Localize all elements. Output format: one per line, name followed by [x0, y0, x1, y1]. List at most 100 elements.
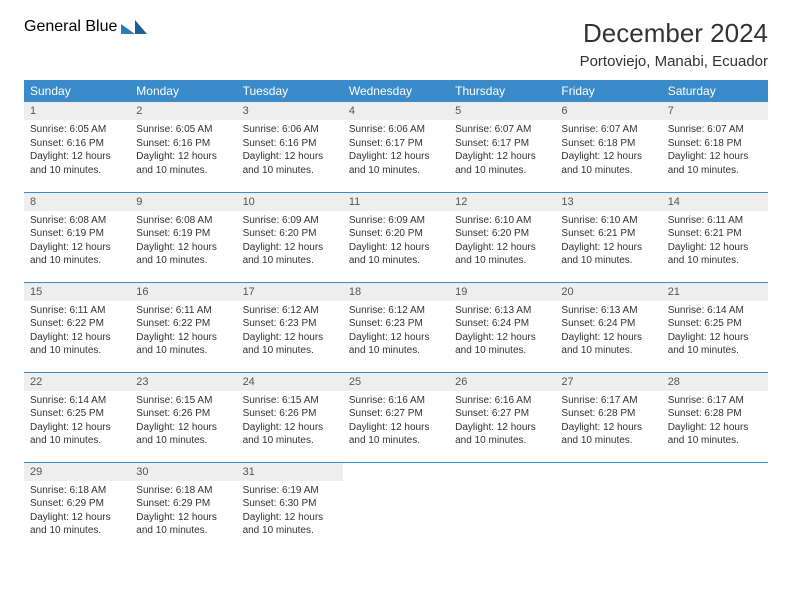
day-number: 6	[555, 102, 661, 120]
day-number: 16	[130, 283, 236, 301]
day-details: Sunrise: 6:05 AMSunset: 6:16 PMDaylight:…	[24, 120, 130, 183]
day-details: Sunrise: 6:11 AMSunset: 6:22 PMDaylight:…	[130, 301, 236, 364]
day-number: 7	[662, 102, 768, 120]
day-number: 17	[237, 283, 343, 301]
day-details: Sunrise: 6:17 AMSunset: 6:28 PMDaylight:…	[555, 391, 661, 454]
day-number: 18	[343, 283, 449, 301]
weekday-header: Tuesday	[237, 80, 343, 102]
calendar-cell: 24Sunrise: 6:15 AMSunset: 6:26 PMDayligh…	[237, 372, 343, 462]
logo-icon	[121, 18, 147, 43]
weekday-header: Thursday	[449, 80, 555, 102]
logo: General Blue	[24, 18, 147, 43]
day-details: Sunrise: 6:15 AMSunset: 6:26 PMDaylight:…	[130, 391, 236, 454]
month-title: December 2024	[580, 18, 768, 49]
day-details: Sunrise: 6:07 AMSunset: 6:18 PMDaylight:…	[662, 120, 768, 183]
day-details: Sunrise: 6:16 AMSunset: 6:27 PMDaylight:…	[449, 391, 555, 454]
title-block: December 2024 Portoviejo, Manabi, Ecuado…	[580, 18, 768, 70]
calendar-cell: 22Sunrise: 6:14 AMSunset: 6:25 PMDayligh…	[24, 372, 130, 462]
day-details: Sunrise: 6:09 AMSunset: 6:20 PMDaylight:…	[343, 211, 449, 274]
day-number: 4	[343, 102, 449, 120]
calendar-cell: 27Sunrise: 6:17 AMSunset: 6:28 PMDayligh…	[555, 372, 661, 462]
day-number: 12	[449, 193, 555, 211]
day-number: 9	[130, 193, 236, 211]
day-number: 26	[449, 373, 555, 391]
day-details: Sunrise: 6:05 AMSunset: 6:16 PMDaylight:…	[130, 120, 236, 183]
calendar-row: 22Sunrise: 6:14 AMSunset: 6:25 PMDayligh…	[24, 372, 768, 462]
day-details: Sunrise: 6:08 AMSunset: 6:19 PMDaylight:…	[130, 211, 236, 274]
day-details: Sunrise: 6:06 AMSunset: 6:17 PMDaylight:…	[343, 120, 449, 183]
day-details: Sunrise: 6:15 AMSunset: 6:26 PMDaylight:…	[237, 391, 343, 454]
calendar-row: 1Sunrise: 6:05 AMSunset: 6:16 PMDaylight…	[24, 102, 768, 192]
calendar-cell: 6Sunrise: 6:07 AMSunset: 6:18 PMDaylight…	[555, 102, 661, 192]
calendar-row: 29Sunrise: 6:18 AMSunset: 6:29 PMDayligh…	[24, 462, 768, 552]
day-details: Sunrise: 6:16 AMSunset: 6:27 PMDaylight:…	[343, 391, 449, 454]
calendar-cell: 19Sunrise: 6:13 AMSunset: 6:24 PMDayligh…	[449, 282, 555, 372]
day-details: Sunrise: 6:07 AMSunset: 6:17 PMDaylight:…	[449, 120, 555, 183]
calendar-cell: 16Sunrise: 6:11 AMSunset: 6:22 PMDayligh…	[130, 282, 236, 372]
day-details: Sunrise: 6:10 AMSunset: 6:21 PMDaylight:…	[555, 211, 661, 274]
calendar-cell: 2Sunrise: 6:05 AMSunset: 6:16 PMDaylight…	[130, 102, 236, 192]
calendar-cell: 12Sunrise: 6:10 AMSunset: 6:20 PMDayligh…	[449, 192, 555, 282]
day-number: 3	[237, 102, 343, 120]
calendar-cell	[662, 462, 768, 552]
calendar-cell: 7Sunrise: 6:07 AMSunset: 6:18 PMDaylight…	[662, 102, 768, 192]
day-number: 31	[237, 463, 343, 481]
calendar-cell: 21Sunrise: 6:14 AMSunset: 6:25 PMDayligh…	[662, 282, 768, 372]
weekday-header: Sunday	[24, 80, 130, 102]
day-number: 28	[662, 373, 768, 391]
calendar-cell: 23Sunrise: 6:15 AMSunset: 6:26 PMDayligh…	[130, 372, 236, 462]
location: Portoviejo, Manabi, Ecuador	[580, 53, 768, 70]
weekday-header: Monday	[130, 80, 236, 102]
calendar-cell: 11Sunrise: 6:09 AMSunset: 6:20 PMDayligh…	[343, 192, 449, 282]
calendar-cell: 30Sunrise: 6:18 AMSunset: 6:29 PMDayligh…	[130, 462, 236, 552]
day-number: 23	[130, 373, 236, 391]
day-details: Sunrise: 6:11 AMSunset: 6:22 PMDaylight:…	[24, 301, 130, 364]
calendar-cell: 5Sunrise: 6:07 AMSunset: 6:17 PMDaylight…	[449, 102, 555, 192]
day-number: 11	[343, 193, 449, 211]
day-number: 27	[555, 373, 661, 391]
weekday-header: Wednesday	[343, 80, 449, 102]
day-details: Sunrise: 6:17 AMSunset: 6:28 PMDaylight:…	[662, 391, 768, 454]
day-details: Sunrise: 6:18 AMSunset: 6:29 PMDaylight:…	[130, 481, 236, 544]
day-details: Sunrise: 6:09 AMSunset: 6:20 PMDaylight:…	[237, 211, 343, 274]
day-number: 8	[24, 193, 130, 211]
calendar-cell: 14Sunrise: 6:11 AMSunset: 6:21 PMDayligh…	[662, 192, 768, 282]
calendar-cell: 1Sunrise: 6:05 AMSunset: 6:16 PMDaylight…	[24, 102, 130, 192]
calendar-cell: 18Sunrise: 6:12 AMSunset: 6:23 PMDayligh…	[343, 282, 449, 372]
day-details: Sunrise: 6:07 AMSunset: 6:18 PMDaylight:…	[555, 120, 661, 183]
calendar-cell: 29Sunrise: 6:18 AMSunset: 6:29 PMDayligh…	[24, 462, 130, 552]
calendar-cell: 17Sunrise: 6:12 AMSunset: 6:23 PMDayligh…	[237, 282, 343, 372]
weekday-header: Saturday	[662, 80, 768, 102]
day-number: 13	[555, 193, 661, 211]
calendar-row: 15Sunrise: 6:11 AMSunset: 6:22 PMDayligh…	[24, 282, 768, 372]
header: General Blue December 2024 Portoviejo, M…	[24, 18, 768, 70]
calendar-cell	[449, 462, 555, 552]
calendar-cell: 28Sunrise: 6:17 AMSunset: 6:28 PMDayligh…	[662, 372, 768, 462]
day-number: 21	[662, 283, 768, 301]
day-number: 5	[449, 102, 555, 120]
day-details: Sunrise: 6:14 AMSunset: 6:25 PMDaylight:…	[662, 301, 768, 364]
day-details: Sunrise: 6:18 AMSunset: 6:29 PMDaylight:…	[24, 481, 130, 544]
day-number: 20	[555, 283, 661, 301]
day-number: 24	[237, 373, 343, 391]
calendar-cell: 9Sunrise: 6:08 AMSunset: 6:19 PMDaylight…	[130, 192, 236, 282]
day-details: Sunrise: 6:14 AMSunset: 6:25 PMDaylight:…	[24, 391, 130, 454]
calendar-cell	[555, 462, 661, 552]
day-details: Sunrise: 6:12 AMSunset: 6:23 PMDaylight:…	[343, 301, 449, 364]
calendar-cell: 20Sunrise: 6:13 AMSunset: 6:24 PMDayligh…	[555, 282, 661, 372]
day-details: Sunrise: 6:13 AMSunset: 6:24 PMDaylight:…	[449, 301, 555, 364]
calendar-cell: 26Sunrise: 6:16 AMSunset: 6:27 PMDayligh…	[449, 372, 555, 462]
weekday-header: Friday	[555, 80, 661, 102]
day-number: 19	[449, 283, 555, 301]
day-number: 29	[24, 463, 130, 481]
calendar-cell: 10Sunrise: 6:09 AMSunset: 6:20 PMDayligh…	[237, 192, 343, 282]
day-details: Sunrise: 6:08 AMSunset: 6:19 PMDaylight:…	[24, 211, 130, 274]
day-number: 10	[237, 193, 343, 211]
day-details: Sunrise: 6:10 AMSunset: 6:20 PMDaylight:…	[449, 211, 555, 274]
day-details: Sunrise: 6:11 AMSunset: 6:21 PMDaylight:…	[662, 211, 768, 274]
day-number: 22	[24, 373, 130, 391]
day-details: Sunrise: 6:06 AMSunset: 6:16 PMDaylight:…	[237, 120, 343, 183]
day-details: Sunrise: 6:19 AMSunset: 6:30 PMDaylight:…	[237, 481, 343, 544]
calendar-cell: 15Sunrise: 6:11 AMSunset: 6:22 PMDayligh…	[24, 282, 130, 372]
day-details: Sunrise: 6:13 AMSunset: 6:24 PMDaylight:…	[555, 301, 661, 364]
